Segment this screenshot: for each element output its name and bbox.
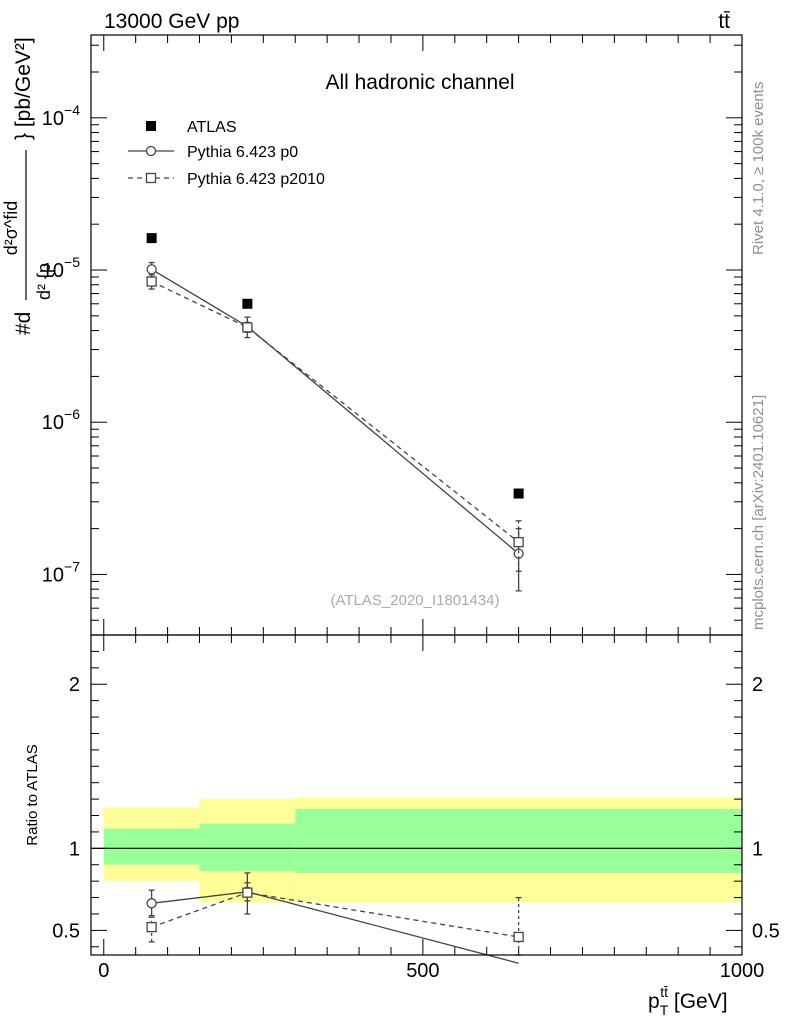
- y-tick-label: 1: [69, 838, 80, 860]
- y-tick-label-right: 0.5: [752, 920, 780, 942]
- y-tick-label: 0.5: [52, 920, 80, 942]
- ratio-y-axis-label: Ratio to ATLAS: [24, 744, 41, 845]
- legend-label: Pythia 6.423 p2010: [187, 171, 325, 188]
- point-marker: [242, 887, 253, 898]
- point-marker: [242, 322, 253, 333]
- y-tick-label-base: 10: [42, 108, 64, 130]
- x-label-sub: T: [660, 1002, 669, 1018]
- series-line: [151, 891, 519, 964]
- data-marker: [146, 121, 156, 131]
- y-tick-label: 10−7: [42, 558, 80, 586]
- y-tick-label-base: 10: [42, 412, 64, 434]
- header-right: tt̄: [718, 10, 730, 33]
- x-label-base: p: [648, 990, 660, 1013]
- y-tick-label-exp: −6: [64, 406, 80, 422]
- point-marker: [513, 536, 524, 548]
- band-green: [199, 823, 296, 872]
- legend-label: Pythia 6.423 p0: [187, 144, 298, 161]
- x-label-unit: [GeV]: [668, 990, 728, 1013]
- band-green: [295, 808, 742, 873]
- rivet-label: Rivet 4.1.0, ≥ 100k events: [750, 82, 767, 255]
- y-tick-label-base: 10: [42, 260, 64, 282]
- main-panel: All hadronic channel (ATLAS_2020_I180143…: [1, 34, 743, 636]
- ratio-series: [146, 872, 524, 964]
- y-tick-label-exp: −7: [64, 558, 80, 574]
- ratio-bands: [91, 797, 742, 903]
- data-marker: [146, 233, 157, 244]
- y-label-tail: } [pb/GeV²]: [12, 37, 35, 140]
- point-marker: [145, 172, 157, 184]
- data-marker: [513, 488, 524, 499]
- main-series: [146, 233, 524, 592]
- band-green: [103, 828, 200, 865]
- x-tick-label: 0: [98, 960, 109, 982]
- x-tick-label: 1000: [720, 960, 765, 982]
- y-tick-label-right: 1: [752, 838, 763, 860]
- y-tick-label: 2: [69, 674, 80, 696]
- ratio-frame: [90, 634, 743, 956]
- data-marker: [242, 298, 253, 309]
- point-marker: [146, 898, 157, 909]
- main-ticks: 10−710−610−510−4: [42, 35, 743, 636]
- y-label-main: #d: [12, 312, 35, 335]
- point-marker: [513, 931, 524, 943]
- ratio-panel: 0.5 0.5 1 1 2 2 0 500 1000 Ratio to ATLAS pTtt̄ …: [24, 634, 780, 1018]
- mcplots-label: mcplots.cern.ch [arXiv:2401.10621]: [750, 395, 767, 630]
- chart-title: All hadronic channel: [325, 71, 514, 94]
- x-label: pTtt̄ [GeV]: [648, 984, 728, 1018]
- y-label-denominator: d² {p: [34, 263, 54, 300]
- legend-label: ATLAS: [187, 119, 237, 136]
- y-tick-label-exp: −4: [64, 102, 80, 118]
- ratio-ticks: 0.5 0.5 1 1 2 2 0 500 1000: [52, 635, 780, 982]
- point-marker: [146, 276, 157, 287]
- y-tick-label: 10−5: [42, 254, 80, 282]
- x-label-sup: tt̄: [660, 984, 668, 1000]
- header-left: 13000 GeV pp: [104, 10, 239, 33]
- point-marker: [146, 921, 157, 933]
- legend: ATLAS Pythia 6.423 p0 Pythia 6.423 p2010: [128, 119, 325, 188]
- y-tick-label: 10−6: [42, 406, 80, 434]
- y-tick-label: 10−4: [42, 102, 80, 130]
- main-y-axis-label: #d d²σ^fid d² {p } [pb/GeV²]: [1, 37, 54, 335]
- y-tick-label-base: 10: [42, 564, 64, 586]
- y-label-numerator: d²σ^fid: [1, 201, 21, 256]
- point-marker: [145, 145, 157, 157]
- series-line: [151, 280, 520, 543]
- watermark: (ATLAS_2020_I1801434): [330, 592, 499, 609]
- y-tick-label-exp: −5: [64, 254, 80, 270]
- x-axis-label: pTtt̄ [GeV]: [648, 984, 728, 1018]
- x-tick-label: 500: [406, 960, 439, 982]
- point-marker: [146, 264, 157, 275]
- series-line: [151, 268, 520, 555]
- y-tick-label-right: 2: [752, 674, 763, 696]
